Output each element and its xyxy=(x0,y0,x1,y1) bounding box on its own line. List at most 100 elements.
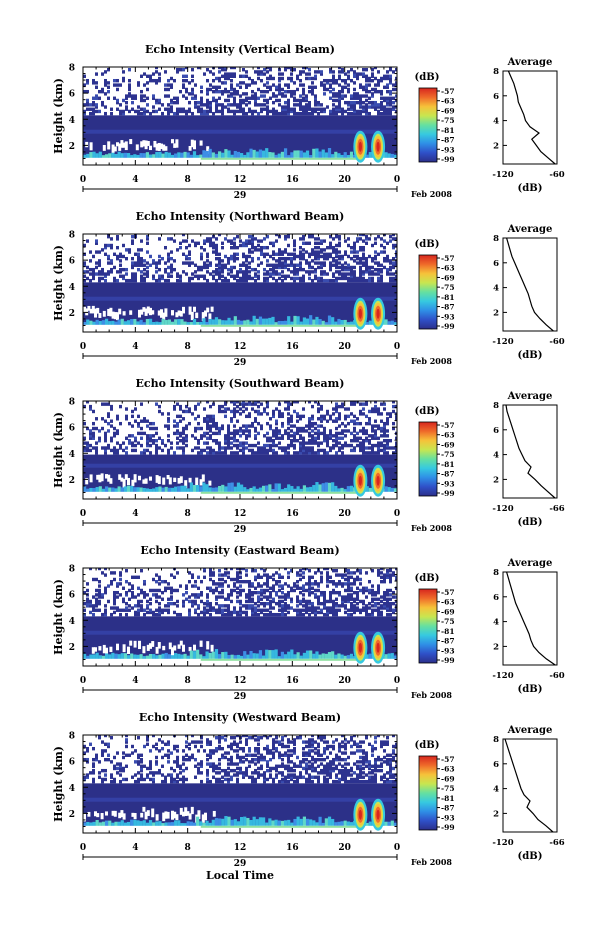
heatmap-cell xyxy=(368,270,371,274)
heatmap-cell xyxy=(101,595,104,599)
heatmap-cell xyxy=(341,272,344,276)
heatmap-cell xyxy=(224,76,227,81)
heatmap-cell xyxy=(101,740,104,744)
heatmap-cell xyxy=(248,606,251,610)
heatmap-cell xyxy=(230,451,233,455)
y-axis-label: Height (km) xyxy=(52,245,65,321)
heatmap-cell xyxy=(107,757,110,762)
heatmap-cell xyxy=(371,265,374,270)
heatmap-cell xyxy=(257,404,260,409)
heatmap-cell xyxy=(266,436,269,440)
heatmap-gap xyxy=(124,474,128,480)
y-tick-label: 6 xyxy=(69,90,75,100)
heatmap-cell xyxy=(317,429,320,433)
heatmap-cell xyxy=(278,412,281,416)
heatmap-cell xyxy=(194,610,197,615)
heatmap-cell xyxy=(257,67,260,70)
heatmap-cell xyxy=(218,779,221,784)
heatmap-cell xyxy=(119,109,122,114)
heatmap-cell xyxy=(101,571,104,575)
heatmap-cell xyxy=(179,89,182,94)
heatmap-cell xyxy=(309,650,313,660)
heatmap-cell xyxy=(131,100,134,105)
heatmap-cell xyxy=(305,582,308,586)
heatmap-cell xyxy=(359,446,362,450)
heatmap-cell xyxy=(209,237,212,241)
heatmap-cell xyxy=(182,109,185,114)
heatmap-cell xyxy=(164,775,167,779)
heatmap-cell xyxy=(177,486,181,493)
heatmap-cell xyxy=(257,451,260,455)
heatmap-cell xyxy=(317,417,320,421)
heatmap-cell xyxy=(101,768,104,773)
heatmap-cell xyxy=(350,443,353,448)
heatmap-cell xyxy=(227,109,230,114)
heatmap-gap xyxy=(129,640,133,646)
heatmap-cell xyxy=(260,608,263,612)
heatmap-cell xyxy=(284,612,287,617)
heatmap-cell xyxy=(356,76,359,81)
heatmap-cell xyxy=(158,582,161,586)
heatmap-gap xyxy=(193,306,196,312)
heatmap-cell xyxy=(389,414,392,419)
heatmap-cell xyxy=(221,67,224,70)
heatmap-cell xyxy=(278,248,281,252)
heatmap-cell xyxy=(206,239,209,243)
heatmap-cell xyxy=(233,429,236,433)
heatmap-gap xyxy=(210,644,214,652)
heatmap-cell xyxy=(170,107,173,111)
heatmap-cell xyxy=(95,755,98,760)
heatmap-cell xyxy=(254,248,257,252)
heatmap-cell xyxy=(185,584,188,588)
heatmap-cell xyxy=(116,98,119,103)
heatmap-cell xyxy=(344,265,347,270)
profile-line xyxy=(506,237,554,332)
heatmap-cell xyxy=(202,482,206,493)
heatmap-cell xyxy=(114,653,118,660)
heatmap-cell xyxy=(269,254,272,259)
heatmap-cell xyxy=(227,744,230,749)
heatmap-cell xyxy=(344,274,347,278)
heatmap-cell xyxy=(188,409,191,414)
heatmap-cell xyxy=(329,590,332,595)
heatmap-cell xyxy=(92,768,95,773)
heatmap-cell xyxy=(131,265,134,270)
heatmap-cell xyxy=(380,250,383,254)
heatmap-cell xyxy=(257,441,260,445)
heatmap-cell xyxy=(209,107,212,111)
heatmap-cell xyxy=(243,154,247,159)
heatmap-cell xyxy=(332,412,335,416)
heatmap-cell xyxy=(380,78,383,83)
heatmap-cell xyxy=(275,252,278,256)
heatmap-gap xyxy=(177,310,181,316)
heatmap-cell xyxy=(305,107,308,111)
heatmap-cell xyxy=(167,94,170,98)
heatmap-cell xyxy=(233,254,236,259)
heatmap-cell xyxy=(224,651,228,660)
heatmap-cell xyxy=(209,588,212,593)
heatmap-cell xyxy=(191,601,194,606)
heatmap-cell xyxy=(107,421,110,426)
heatmap-cell xyxy=(221,92,224,96)
heatmap-cell xyxy=(203,575,206,579)
heatmap-cell xyxy=(176,571,179,575)
heatmap-cell xyxy=(215,746,218,751)
heatmap-cell xyxy=(113,599,116,604)
heatmap-cell xyxy=(287,111,290,116)
heatmap-cell xyxy=(146,735,149,740)
heatmap-cell xyxy=(308,584,311,588)
heatmap-cell xyxy=(290,434,293,438)
heatmap-gap xyxy=(98,646,102,651)
heatmap-cell xyxy=(260,70,263,74)
heatmap-cell xyxy=(104,438,107,443)
heatmap-cell xyxy=(317,407,320,411)
heatmap-cell xyxy=(305,241,308,245)
heatmap-cell xyxy=(350,612,353,617)
heatmap-cell xyxy=(302,599,305,604)
heatmap-cell xyxy=(233,451,236,455)
heatmap-cell xyxy=(299,276,302,281)
heatmap-cell xyxy=(365,431,368,436)
heatmap-cell xyxy=(209,571,212,575)
heatmap-cell xyxy=(233,316,237,326)
heatmap-gap xyxy=(102,644,106,654)
